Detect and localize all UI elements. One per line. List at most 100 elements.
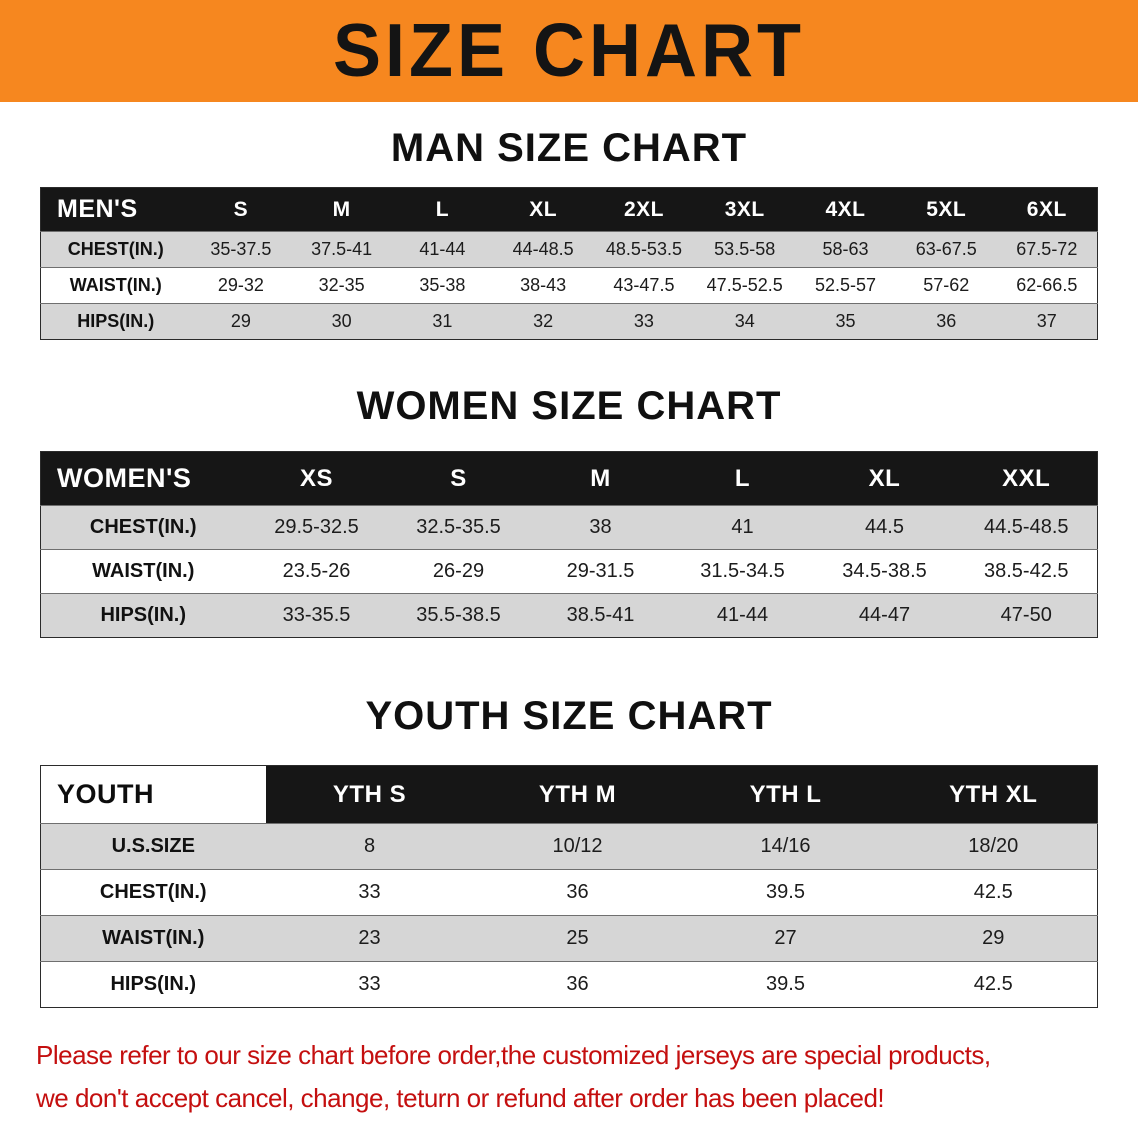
cell-value: 18/20 bbox=[968, 835, 1019, 857]
cell-value: 36 bbox=[566, 881, 589, 903]
cell-value: 32.5-35.5 bbox=[416, 516, 501, 538]
women-size-table: WOMEN'S XS S M L XL XXL CHEST(IN.) 29.5-32.5 32.5… bbox=[40, 451, 1098, 638]
cell-value: 47.5-52.5 bbox=[706, 275, 783, 295]
men-col-header: S bbox=[190, 187, 292, 232]
cell-value: 29-31.5 bbox=[566, 560, 635, 582]
table-row: CHEST(IN.) 29.5-32.5 32.5-35.5 38 41 44.5 44.5… bbox=[40, 505, 1098, 550]
cell-value: 41-44 bbox=[716, 604, 769, 626]
cell-value: 29-32 bbox=[217, 275, 264, 295]
row-label: HIPS(IN.) bbox=[77, 311, 155, 331]
cell-value: 38-43 bbox=[520, 275, 567, 295]
cell-value: 58-63 bbox=[822, 239, 869, 259]
cell-value: 43-47.5 bbox=[613, 275, 675, 295]
cell-value: 38 bbox=[589, 516, 612, 538]
disclaimer-line-1: Please refer to our size chart before or… bbox=[36, 1040, 991, 1070]
cell-value: 32-35 bbox=[318, 275, 365, 295]
cell-value: 38.5-41 bbox=[566, 604, 635, 626]
men-size-table: MEN'S S M L XL 2XL 3XL 4XL 5XL 6XL CHEST(IN.) 35-37… bbox=[40, 187, 1098, 340]
cell-value: 37 bbox=[1036, 311, 1057, 331]
cell-value: 10/12 bbox=[552, 835, 603, 857]
women-col-header: XL bbox=[813, 451, 956, 506]
row-label: CHEST(IN.) bbox=[99, 881, 207, 903]
cell-value: 44-47 bbox=[858, 604, 911, 626]
cell-value: 35-37.5 bbox=[210, 239, 272, 259]
youth-col-header: YTH S bbox=[265, 765, 474, 824]
youth-table-title: YOUTH bbox=[40, 765, 266, 824]
charts-container: MAN SIZE CHART MEN'S S M L XL 2XL 3XL 4XL 5XL 6XL C… bbox=[0, 126, 1138, 1008]
women-col-header: S bbox=[387, 451, 530, 506]
row-label: WAIST(IN.) bbox=[92, 560, 195, 582]
table-row: HIPS(IN.) 29 30 31 32 33 34 35 36 37 bbox=[40, 303, 1098, 340]
cell-value: 52.5-57 bbox=[814, 275, 876, 295]
men-col-header: M bbox=[291, 187, 393, 232]
cell-value: 33 bbox=[358, 973, 381, 995]
cell-value: 33 bbox=[358, 881, 381, 903]
women-col-header: M bbox=[529, 451, 672, 506]
men-col-header: L bbox=[392, 187, 493, 232]
cell-value: 53.5-58 bbox=[714, 239, 776, 259]
table-row: HIPS(IN.) 33 36 39.5 42.5 bbox=[40, 961, 1098, 1008]
row-label: CHEST(IN.) bbox=[89, 516, 197, 538]
row-label: HIPS(IN.) bbox=[100, 604, 187, 626]
men-size-chart-section: MAN SIZE CHART MEN'S S M L XL 2XL 3XL 4XL 5XL 6XL C… bbox=[0, 126, 1138, 340]
table-row: WAIST(IN.) 23.5-26 26-29 29-31.5 31.5-34.5 34… bbox=[40, 549, 1098, 594]
cell-value: 32 bbox=[533, 311, 554, 331]
cell-value: 14/16 bbox=[760, 835, 811, 857]
men-table-title: MEN'S bbox=[40, 187, 191, 232]
cell-value: 39.5 bbox=[766, 973, 805, 995]
row-label: U.S.SIZE bbox=[111, 835, 195, 857]
women-col-header: XXL bbox=[955, 451, 1098, 506]
cell-value: 67.5-72 bbox=[1016, 239, 1078, 259]
cell-value: 48.5-53.5 bbox=[605, 239, 682, 259]
cell-value: 44-48.5 bbox=[512, 239, 574, 259]
cell-value: 36 bbox=[566, 973, 589, 995]
table-row: CHEST(IN.) 33 36 39.5 42.5 bbox=[40, 869, 1098, 916]
cell-value: 23.5-26 bbox=[282, 560, 351, 582]
women-col-header: L bbox=[671, 451, 814, 506]
youth-col-header: YTH L bbox=[681, 765, 890, 824]
cell-value: 41 bbox=[731, 516, 754, 538]
youth-size-table: YOUTH YTH S YTH M YTH L YTH XL U.S.SIZE 8 10/12… bbox=[40, 765, 1098, 1008]
cell-value: 39.5 bbox=[766, 881, 805, 903]
women-table-title: WOMEN'S bbox=[40, 451, 246, 506]
cell-value: 44.5 bbox=[865, 516, 904, 538]
cell-value: 34 bbox=[734, 311, 755, 331]
cell-value: 63-67.5 bbox=[915, 239, 977, 259]
cell-value: 31 bbox=[432, 311, 453, 331]
men-col-header: 3XL bbox=[694, 187, 796, 232]
cell-value: 31.5-34.5 bbox=[700, 560, 785, 582]
cell-value: 35 bbox=[835, 311, 856, 331]
women-header-row: WOMEN'S XS S M L XL XXL bbox=[40, 451, 1098, 506]
women-size-chart-section: WOMEN SIZE CHART WOMEN'S XS S M L XL XXL CHEST(I… bbox=[0, 384, 1138, 638]
cell-value: 27 bbox=[774, 927, 797, 949]
men-col-header: 5XL bbox=[895, 187, 997, 232]
cell-value: 36 bbox=[936, 311, 957, 331]
page-title: SIZE CHART bbox=[333, 9, 805, 94]
cell-value: 30 bbox=[331, 311, 352, 331]
men-col-header: 2XL bbox=[593, 187, 695, 232]
cell-value: 35-38 bbox=[419, 275, 466, 295]
men-col-header: 4XL bbox=[795, 187, 896, 232]
youth-size-chart-section: YOUTH SIZE CHART YOUTH YTH S YTH M YTH L YTH … bbox=[0, 694, 1138, 1008]
cell-value: 33 bbox=[633, 311, 654, 331]
cell-value: 41-44 bbox=[419, 239, 466, 259]
men-col-header: XL bbox=[492, 187, 594, 232]
youth-col-header: YTH M bbox=[473, 765, 682, 824]
cell-value: 47-50 bbox=[1000, 604, 1052, 626]
table-row: CHEST(IN.) 35-37.5 37.5-41 41-44 44-48.5 48.5… bbox=[40, 231, 1098, 268]
row-label: CHEST(IN.) bbox=[67, 239, 164, 259]
row-label: WAIST(IN.) bbox=[102, 927, 205, 949]
banner: SIZE CHART bbox=[0, 0, 1138, 102]
cell-value: 8 bbox=[363, 835, 376, 857]
table-row: U.S.SIZE 8 10/12 14/16 18/20 bbox=[40, 823, 1098, 870]
men-col-header: 6XL bbox=[996, 187, 1098, 232]
disclaimer: Please refer to our size chart before or… bbox=[0, 1008, 1138, 1114]
table-row: HIPS(IN.) 33-35.5 35.5-38.5 38.5-41 41-44 44-… bbox=[40, 593, 1098, 638]
youth-col-header: YTH XL bbox=[889, 765, 1098, 824]
disclaimer-line-2: we don't accept cancel, change, teturn o… bbox=[36, 1083, 885, 1113]
cell-value: 29.5-32.5 bbox=[274, 516, 359, 538]
cell-value: 34.5-38.5 bbox=[842, 560, 927, 582]
cell-value: 37.5-41 bbox=[311, 239, 373, 259]
youth-header-row: YOUTH YTH S YTH M YTH L YTH XL bbox=[40, 765, 1098, 824]
